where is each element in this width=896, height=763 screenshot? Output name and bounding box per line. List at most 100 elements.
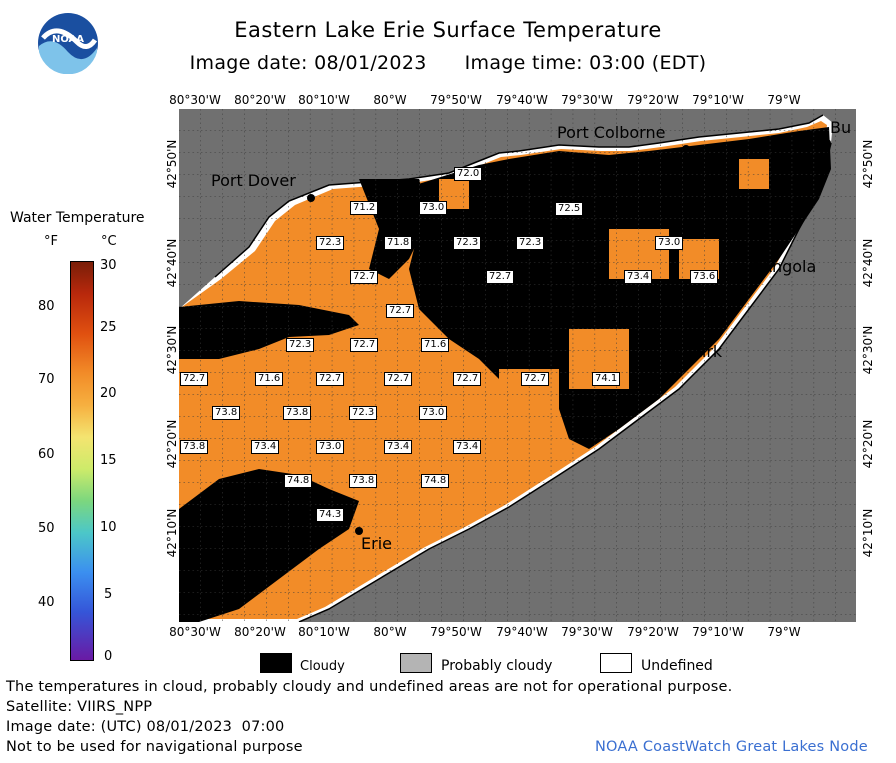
lon-label: 79°10'W xyxy=(692,93,744,107)
f-tick: 80 xyxy=(38,299,55,314)
temperature-label: 73.8 xyxy=(349,474,378,488)
label-angola: Angola xyxy=(761,257,817,276)
lon-label: 80°20'W xyxy=(234,93,286,107)
dunkirk-marker xyxy=(651,335,659,343)
label-dunkirk: Dunkirk xyxy=(660,342,723,361)
legend-label-undefined: Undefined xyxy=(641,658,713,674)
c-tick: 25 xyxy=(100,320,117,335)
erie-marker xyxy=(355,527,363,535)
lon-label: 79°20'W xyxy=(627,625,679,639)
lon-label: 79°40'W xyxy=(496,625,548,639)
lat-label: 42°40'N xyxy=(165,238,179,288)
lon-label: 79°50'W xyxy=(430,93,482,107)
legend-label-cloudy: Cloudy xyxy=(300,659,345,674)
c-tick: 0 xyxy=(104,649,113,664)
temperature-label: 73.0 xyxy=(655,236,684,250)
lat-label: 42°10'N xyxy=(861,508,875,558)
temperature-label: 73.4 xyxy=(384,440,413,454)
temperature-label: 72.7 xyxy=(384,372,413,386)
label-erie: Erie xyxy=(361,534,392,553)
temperature-label: 73.0 xyxy=(419,201,448,215)
temperature-label: 72.7 xyxy=(316,372,345,386)
lat-label: 42°50'N xyxy=(165,139,179,189)
lon-label: 79°10'W xyxy=(692,625,744,639)
temperature-label: 73.0 xyxy=(419,406,448,420)
temperature-label: 72.7 xyxy=(521,372,550,386)
f-tick: 60 xyxy=(38,447,55,462)
temperature-label: 72.5 xyxy=(555,202,584,216)
temperature-label: 73.4 xyxy=(453,440,482,454)
lon-label: 79°40'W xyxy=(496,93,548,107)
temperature-label: 74.3 xyxy=(316,508,345,522)
c-tick: 15 xyxy=(100,453,117,468)
label-port-dover: Port Dover xyxy=(211,171,296,190)
footer-nav-warning: Not to be used for navigational purpose xyxy=(6,739,303,755)
temperature-label: 74.8 xyxy=(421,474,450,488)
graticule xyxy=(179,109,856,622)
lat-label: 42°20'N xyxy=(861,419,875,469)
temperature-label: 72.3 xyxy=(286,338,315,352)
temperature-label: 71.2 xyxy=(350,201,379,215)
lon-label: 80°20'W xyxy=(234,625,286,639)
legend-color-bar xyxy=(70,261,94,661)
buffalo-marker xyxy=(823,139,831,147)
temperature-label: 71.6 xyxy=(421,338,450,352)
legend-swatch-undefined xyxy=(600,653,632,673)
lon-label: 79°50'W xyxy=(430,625,482,639)
temperature-label: 73.4 xyxy=(624,270,653,284)
lat-label: 42°10'N xyxy=(165,508,179,558)
temperature-label: 74.8 xyxy=(284,474,313,488)
legend-title: Water Temperature xyxy=(10,210,145,226)
footer-note: The temperatures in cloud, probably clou… xyxy=(6,679,733,695)
temperature-label: 71.6 xyxy=(255,372,284,386)
f-tick: 40 xyxy=(38,595,55,610)
lon-label: 80°W xyxy=(373,625,407,639)
noaa-logo: NOAA xyxy=(38,13,98,74)
port-dover-marker xyxy=(307,194,315,202)
lon-label: 80°W xyxy=(373,93,407,107)
f-tick: 70 xyxy=(38,372,55,387)
lat-label: 42°40'N xyxy=(861,238,875,288)
image-time: Image time: 03:00 (EDT) xyxy=(464,52,707,74)
lon-label: 79°30'W xyxy=(561,93,613,107)
lon-label: 80°10'W xyxy=(298,625,350,639)
temperature-label: 73.8 xyxy=(283,406,312,420)
city-markers xyxy=(307,139,831,535)
temperature-label: 73.4 xyxy=(251,440,280,454)
c-tick: 20 xyxy=(100,386,117,401)
temperature-label: 72.0 xyxy=(454,167,483,181)
label-buffalo: Bu xyxy=(830,118,852,137)
lon-label: 80°30'W xyxy=(169,625,221,639)
svg-text:NOAA: NOAA xyxy=(52,34,84,45)
angola-marker xyxy=(752,256,760,264)
temperature-label: 74.1 xyxy=(592,372,621,386)
lon-label: 80°10'W xyxy=(298,93,350,107)
lon-label: 79°W xyxy=(767,625,801,639)
image-subtitle: Image date: 08/01/2023 Image time: 03:00… xyxy=(0,52,896,74)
lon-label: 79°20'W xyxy=(627,93,679,107)
temperature-label: 72.7 xyxy=(453,372,482,386)
temperature-label: 72.7 xyxy=(386,304,415,318)
legend-label-probably-cloudy: Probably cloudy xyxy=(441,658,553,674)
lat-label: 42°20'N xyxy=(165,419,179,469)
temperature-label: 72.3 xyxy=(516,236,545,250)
temperature-label: 73.6 xyxy=(690,270,719,284)
lon-label: 80°30'W xyxy=(169,93,221,107)
image-date: Image date: 08/01/2023 xyxy=(189,52,427,74)
temperature-label: 73.0 xyxy=(316,440,345,454)
lat-label: 42°30'N xyxy=(861,325,875,375)
temperature-label: 72.3 xyxy=(316,236,345,250)
legend-swatch-cloudy xyxy=(260,653,292,673)
legend-swatch-probably-cloudy xyxy=(400,653,432,673)
temperature-label: 73.8 xyxy=(212,406,241,420)
lat-label: 42°50'N xyxy=(861,139,875,189)
f-tick: 50 xyxy=(38,521,55,536)
temperature-label: 72.7 xyxy=(350,338,379,352)
legend-unit-c: °C xyxy=(101,234,117,249)
c-tick: 10 xyxy=(100,520,117,535)
temperature-label: 73.8 xyxy=(180,440,209,454)
temperature-label: 72.3 xyxy=(349,406,378,420)
lon-label: 79°30'W xyxy=(561,625,613,639)
temperature-label: 71.8 xyxy=(384,236,413,250)
port-colborne-marker xyxy=(682,145,690,153)
